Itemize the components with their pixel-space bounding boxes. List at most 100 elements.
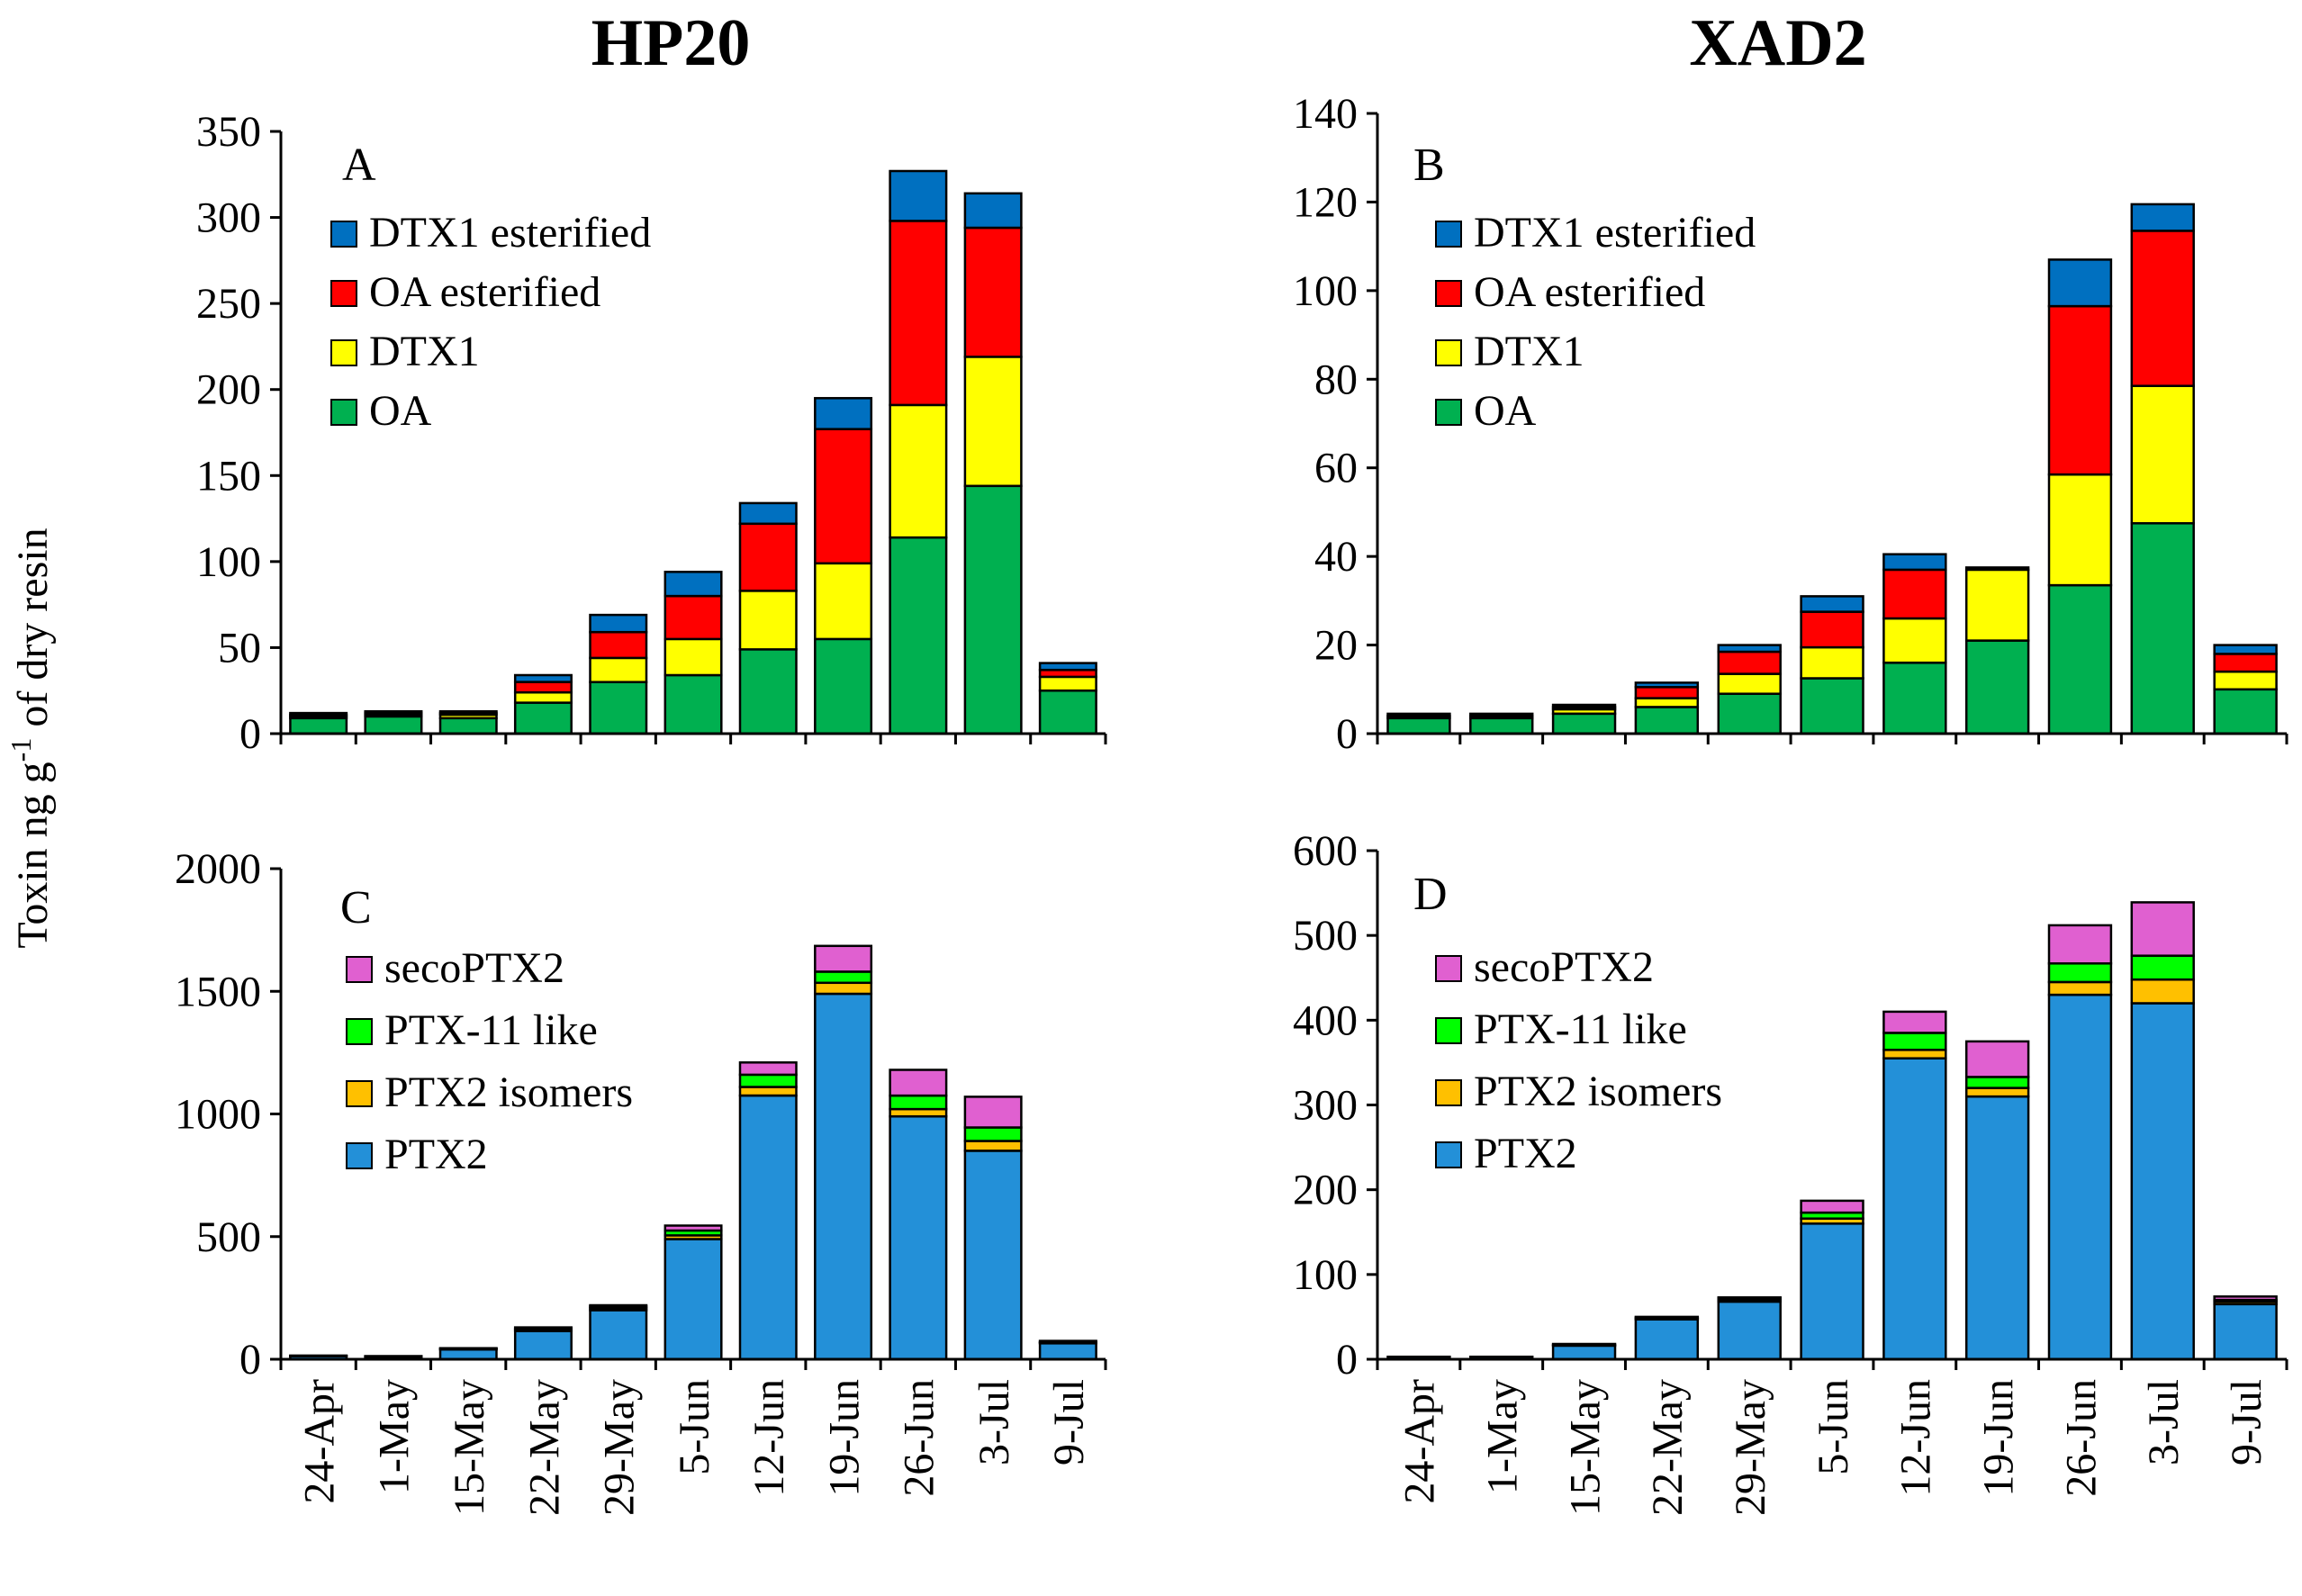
bar-segment-secoptx2 (2047, 924, 2113, 965)
bar-segment-oa-esterified (738, 522, 798, 592)
bar-segment-ptx2 (1800, 1222, 1864, 1361)
bar-segment-dtx1-esterified (1038, 662, 1097, 672)
bar-segment-oa (1469, 717, 1534, 735)
y-tick-label: 60 (1314, 445, 1358, 492)
bar-segment-oa-esterified (2213, 653, 2278, 673)
legend-label: PTX2 (1474, 1130, 1577, 1177)
bar-segment-dtx1 (1038, 675, 1097, 692)
bar-segment-dtx1-esterified (1469, 712, 1534, 717)
legend-swatch (346, 956, 373, 983)
legend-swatch (346, 1018, 373, 1045)
bar-segment-oa-esterified (664, 594, 723, 641)
bar-segment-ptx2-isomers (2130, 978, 2195, 1005)
bar-segment-ptx2 (1634, 1318, 1700, 1361)
chart-panel-c: 0 500 1000 1500 2000 24-Apr 1-May 15-May 22-May 2… (175, 845, 1107, 1516)
bar-segment-dtx1-esterified (814, 397, 873, 430)
y-tick-label: 0 (1336, 710, 1358, 758)
bar-segment-dtx1-esterified (1964, 566, 2030, 572)
y-tick-label: 80 (1314, 356, 1358, 403)
bar-segment-oa (664, 673, 723, 735)
bar-segment-dtx1 (1634, 697, 1700, 708)
y-tick-label: 40 (1314, 533, 1358, 581)
bar-segment-dtx1-esterified (889, 169, 948, 222)
legend-swatch (1435, 280, 1462, 307)
legend-swatch (1435, 955, 1462, 982)
legend-label: OA esterified (369, 268, 600, 316)
bar-segment-dtx1-esterified (1634, 681, 1700, 689)
bar-segment-oa (1800, 677, 1864, 735)
bar-segment-dtx1 (738, 590, 798, 651)
x-tick-label: 3-Jul (970, 1379, 1018, 1465)
legend-label: PTX-11 like (1474, 1005, 1687, 1053)
bar-segment-dtx1-esterified (289, 711, 348, 717)
bar-segment-ptx2 (664, 1238, 723, 1361)
bar-segment-ptx2 (1717, 1300, 1782, 1361)
bar-segment-dtx1 (963, 356, 1023, 488)
legend-label: OA (369, 387, 432, 435)
bar-segment-dtx1-esterified (664, 571, 723, 598)
bar-segment-dtx1-esterified (2213, 644, 2278, 655)
bar-segment-ptx2 (438, 1348, 498, 1361)
legend-label: PTX-11 like (384, 1006, 598, 1054)
bar-segment-secoptx2 (589, 1303, 648, 1308)
bar-segment-dtx1-esterified (963, 192, 1023, 230)
y-tick-label: 350 (196, 108, 261, 156)
bar-segment-ptx2 (589, 1309, 648, 1361)
bar-segment-oa (513, 701, 573, 735)
bar-segment-ptx2 (1551, 1344, 1617, 1361)
bar-segment-dtx1 (589, 656, 648, 683)
bar-segment-secoptx2 (1882, 1010, 1947, 1034)
bar-segment-ptx2 (814, 992, 873, 1361)
legend-label: DTX1 (1474, 328, 1584, 375)
bar-segment-oa (2047, 583, 2113, 735)
bar-segment-ptx2 (2213, 1303, 2278, 1361)
bar-segment-oa (1634, 706, 1700, 735)
y-tick-label: 140 (1293, 90, 1358, 138)
bar-segment-ptx2 (963, 1150, 1023, 1361)
x-tick-label: 24-Apr (1396, 1379, 1444, 1504)
legend-label: OA (1474, 387, 1537, 435)
bar-segment-ptx2 (513, 1330, 573, 1361)
bar-segment-ptx2 (1964, 1095, 2030, 1361)
bar-segment-dtx1-esterified (1551, 703, 1617, 708)
bar-segment-oa-esterified (1882, 568, 1947, 620)
bar-segment-dtx1-esterified (2130, 203, 2195, 232)
bar-segment-ptx2 (2047, 993, 2113, 1361)
bar-segment-secoptx2 (814, 944, 873, 973)
bar-segment-dtx1 (2130, 384, 2195, 525)
bar-segment-oa (289, 717, 348, 735)
y-tick-label: 120 (1293, 178, 1358, 226)
panel-label: C (340, 882, 372, 933)
x-tick-label: 22-May (1644, 1379, 1692, 1516)
legend-swatch (1435, 339, 1462, 366)
bar-segment-ptx-11-like (889, 1094, 948, 1111)
y-tick-label: 250 (196, 280, 261, 328)
legend-label: secoPTX2 (384, 944, 564, 992)
legend-swatch (1435, 1141, 1462, 1168)
bar-segment-ptx2 (1038, 1342, 1097, 1361)
legend-swatch (346, 1080, 373, 1107)
x-tick-label: 5-Jun (671, 1379, 718, 1475)
chart-panel-b: 0 20 40 60 80 100 120 140 B DTX1 esterified OA est… (1293, 90, 2288, 758)
y-tick-label: 200 (196, 366, 261, 414)
x-tick-label: 1-May (371, 1379, 419, 1494)
bar-segment-oa (1386, 717, 1451, 735)
bar-segment-oa (889, 536, 948, 735)
bar-segment-dtx1-esterified (589, 613, 648, 634)
y-tick-label: 100 (1293, 1251, 1358, 1299)
x-tick-label: 19-Jun (1974, 1379, 2022, 1497)
bar-segment-ptx2-isomers (1964, 1087, 2030, 1098)
x-tick-label: 12-Jun (745, 1379, 793, 1497)
y-axis-label-tail: of dry resin (9, 527, 57, 737)
legend-swatch (330, 280, 357, 307)
bar-segment-dtx1 (513, 690, 573, 704)
bar-segment-secoptx2 (664, 1224, 723, 1232)
bar-segment-oa (589, 681, 648, 735)
column-title-hp20: HP20 (591, 6, 751, 80)
bar-segment-dtx1-esterified (738, 501, 798, 526)
bar-segment-oa (1551, 712, 1617, 735)
bar-segment-ptx2 (738, 1094, 798, 1361)
x-tick-label: 12-Jun (1892, 1379, 1940, 1497)
bar-segment-dtx1-esterified (438, 709, 498, 715)
